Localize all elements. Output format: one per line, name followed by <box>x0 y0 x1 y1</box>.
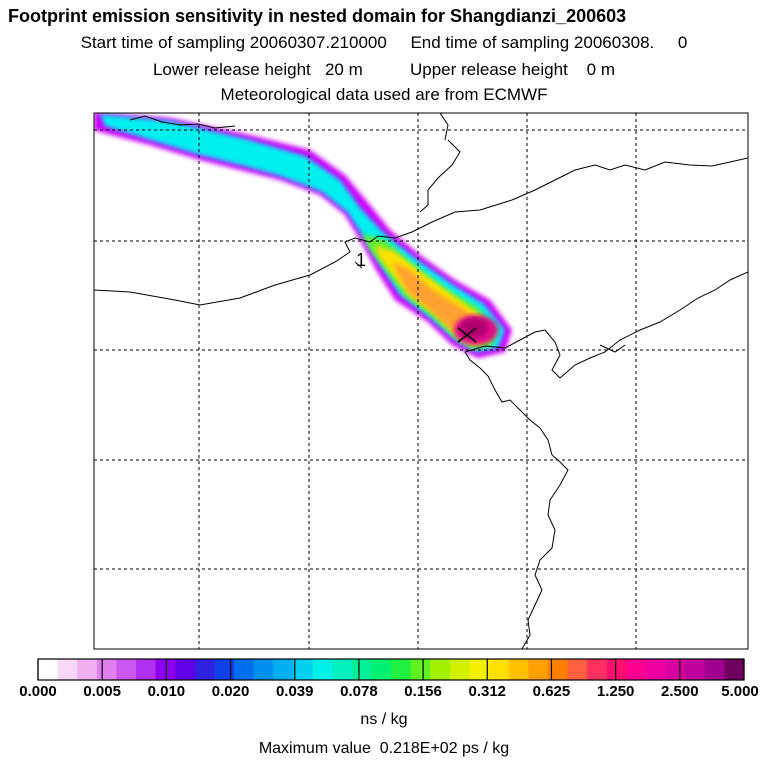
color-scale-cell <box>273 659 294 680</box>
lat-lon-grid <box>94 113 748 649</box>
coastlines <box>94 113 748 649</box>
map-frame <box>93 112 749 650</box>
color-scale-cell <box>155 659 176 680</box>
color-scale-cell <box>508 659 529 680</box>
color-scale-label: 0.020 <box>211 683 250 700</box>
color-scale-label: 0.000 <box>19 683 57 700</box>
color-scale-cell <box>704 659 725 680</box>
color-scale-cell <box>292 659 314 680</box>
color-scale-cells <box>38 659 745 680</box>
color-scale-cell <box>567 659 588 680</box>
color-scale-cell <box>489 659 510 680</box>
color-scale-cell <box>351 659 372 680</box>
color-scale-cell <box>214 659 235 680</box>
color-scale-cell <box>96 659 117 680</box>
color-scale-label: 0.078 <box>340 683 378 700</box>
color-scale-cell <box>449 659 470 680</box>
color-scale-cell <box>332 659 353 680</box>
color-scale-cell <box>410 659 431 680</box>
units-label: ns / kg <box>360 711 408 728</box>
color-scale-cell <box>724 659 745 680</box>
x-marker-icon <box>457 327 477 343</box>
release-height-line: Lower release height 20 m Upper release … <box>152 60 616 79</box>
color-scale-cell <box>626 659 647 680</box>
color-scale-cell <box>528 659 549 680</box>
color-scale-cell <box>606 659 627 680</box>
color-scale-label: 2.500 <box>661 683 699 700</box>
color-scale-cell <box>253 659 274 680</box>
sampling-time-line: Start time of sampling 20060307.210000 E… <box>80 33 688 52</box>
color-scale-cell <box>587 659 608 680</box>
color-scale-cell <box>665 659 686 680</box>
color-scale-cell <box>116 659 137 680</box>
color-scale-cell <box>175 659 196 680</box>
color-scale-label: 5.000 <box>721 683 759 700</box>
release-marker-label: 1 <box>356 250 366 270</box>
map-title: Footprint emission sensitivity in nested… <box>8 6 627 26</box>
color-scale-cell <box>430 659 451 680</box>
color-scale-cell <box>38 659 59 680</box>
color-scale-label: 0.010 <box>147 683 186 700</box>
color-scale-cell <box>391 659 412 680</box>
color-scale-label: 0.156 <box>404 683 442 700</box>
color-scale-cell <box>469 659 490 680</box>
color-scale-cell <box>57 659 78 680</box>
color-scale-label: 1.250 <box>596 683 635 700</box>
color-scale-label: 0.625 <box>532 683 571 700</box>
color-scale-label: 0.005 <box>83 683 121 700</box>
color-scale-cell <box>645 659 667 680</box>
color-scale-cell <box>194 659 215 680</box>
map-content: 1 <box>94 113 748 649</box>
footprint-plume <box>94 113 512 358</box>
color-scale-ticks <box>37 659 745 680</box>
color-scale-cell <box>136 659 157 680</box>
color-scale-label: 0.039 <box>275 683 314 700</box>
color-scale-label: 0.312 <box>468 683 507 700</box>
color-scale-cell <box>371 659 392 680</box>
color-scale-cell <box>685 659 706 680</box>
color-scale-cell <box>234 659 255 680</box>
maximum-value-label: Maximum value 0.218E+02 ps / kg <box>258 740 510 757</box>
color-scale-cell <box>77 659 98 680</box>
color-scale-cell <box>547 659 568 680</box>
color-scale-cell <box>312 659 333 680</box>
meteorological-data-line: Meteorological data used are from ECMWF <box>220 85 548 104</box>
plume-core-band <box>460 318 488 338</box>
